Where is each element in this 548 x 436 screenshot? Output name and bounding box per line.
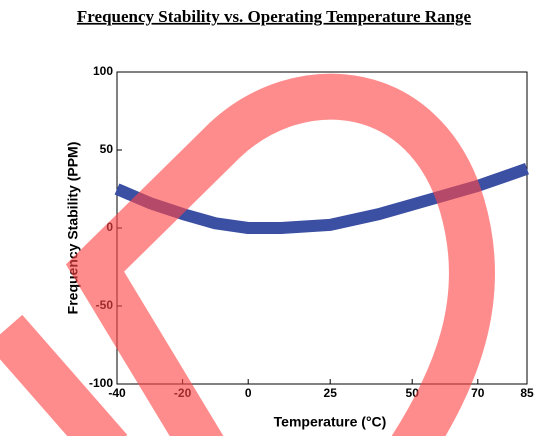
x-tick-label: 85 [520,386,534,400]
x-tick-label: 70 [471,386,485,400]
watermark-shape [65,73,495,436]
x-axis-label: Temperature (°C) [274,414,387,430]
y-tick-label: 100 [93,64,113,78]
x-tick-label: 25 [324,386,338,400]
x-tick-label: -40 [108,386,126,400]
y-tick-label: 50 [100,142,114,156]
chart-title: Frequency Stability vs. Operating Temper… [77,7,472,26]
watermark [0,73,495,436]
watermark-stroke [0,314,128,436]
y-tick-label: -100 [89,376,113,390]
x-tick-label: 0 [245,386,252,400]
y-axis-label: Frequency Stability (PPM) [65,142,81,315]
